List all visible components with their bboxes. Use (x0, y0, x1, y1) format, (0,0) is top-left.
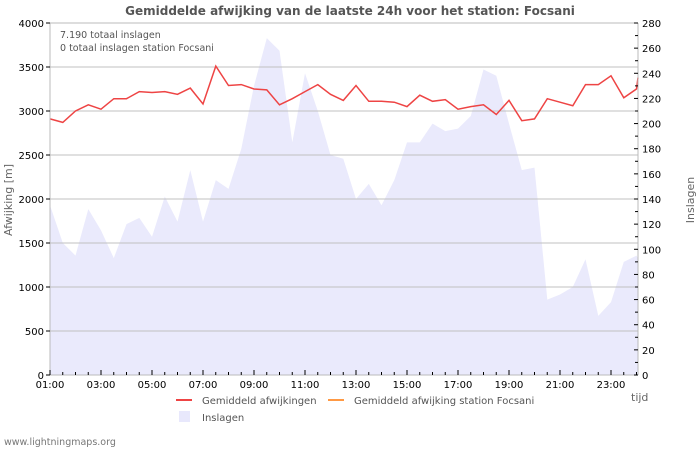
left-tick-label: 3500 (19, 63, 44, 74)
x-tick-label: 21:00 (546, 380, 575, 391)
right-tick-label: 280 (642, 19, 661, 30)
x-tick-label: 09:00 (240, 380, 269, 391)
right-tick-label: 220 (642, 94, 661, 105)
right-tick-label: 100 (642, 245, 661, 256)
right-tick-label: 240 (642, 69, 661, 80)
right-tick-label: 120 (642, 220, 661, 231)
legend-item-strikes[interactable]: Inslagen (179, 411, 244, 424)
x-axis-title: tijd (631, 391, 648, 404)
x-tick-label: 23:00 (597, 380, 626, 391)
right-tick-label: 140 (642, 195, 661, 206)
right-tick-label: 40 (642, 321, 655, 332)
x-tick-label: 07:00 (189, 380, 218, 391)
x-tick-label: 05:00 (138, 380, 167, 391)
source-link[interactable]: www.lightningmaps.org (4, 437, 116, 448)
legend-item-deviation[interactable]: Gemiddeld afwijkingen (176, 396, 317, 407)
right-tick-label: 160 (642, 170, 661, 181)
right-tick-label: 0 (642, 371, 648, 382)
right-tick-label: 20 (642, 346, 655, 357)
legend-label-deviation: Gemiddeld afwijkingen (202, 396, 317, 407)
strikes-area-path (50, 38, 638, 375)
left-tick-label: 1000 (19, 283, 44, 294)
right-tick-label: 260 (642, 44, 661, 55)
legend-item-station[interactable]: Gemiddeld afwijking station Focsani (328, 396, 534, 407)
x-tick-label: 01:00 (36, 380, 65, 391)
deviation-line (49, 64, 639, 124)
right-tick-label: 200 (642, 120, 661, 131)
right-axis-title: Inslagen (684, 177, 697, 223)
x-tick-label: 15:00 (393, 380, 422, 391)
legend: Gemiddeld afwijkingen Gemiddeld afwijkin… (176, 396, 534, 424)
x-tick-label: 19:00 (495, 380, 524, 391)
x-tick-label: 17:00 (444, 380, 473, 391)
legend-swatch-station (328, 399, 344, 401)
total-strikes-text: 7.190 totaal inslagen (60, 30, 161, 41)
axes: 0 500 1000 1500 2000 2500 3000 3500 4000 0 20 40 60 8… (19, 19, 662, 391)
strikes-area (50, 38, 638, 375)
legend-swatch-strikes (179, 411, 190, 422)
left-tick-label: 4000 (19, 19, 44, 30)
station-strikes-text: 0 totaal inslagen station Focsani (60, 43, 214, 54)
right-tick-label: 180 (642, 145, 661, 156)
left-tick-label: 2000 (19, 195, 44, 206)
x-tick-label: 03:00 (87, 380, 116, 391)
left-axis-title: Afwijking [m] (2, 164, 15, 236)
chart-title: Gemiddelde afwijking van de laatste 24h … (125, 4, 575, 18)
left-tick-label: 1500 (19, 239, 44, 250)
legend-swatch-deviation (176, 399, 192, 401)
legend-label-station: Gemiddeld afwijking station Focsani (354, 396, 534, 407)
left-tick-label: 500 (25, 327, 44, 338)
legend-label-strikes: Inslagen (202, 413, 244, 424)
left-tick-label: 2500 (19, 151, 44, 162)
left-tick-label: 3000 (19, 107, 44, 118)
left-tick-label: 0 (38, 371, 44, 382)
x-tick-label: 11:00 (291, 380, 320, 391)
deviation-polyline (49, 64, 639, 124)
x-tick-label: 13:00 (342, 380, 371, 391)
right-tick-label: 60 (642, 296, 655, 307)
right-tick-label: 80 (642, 270, 655, 281)
